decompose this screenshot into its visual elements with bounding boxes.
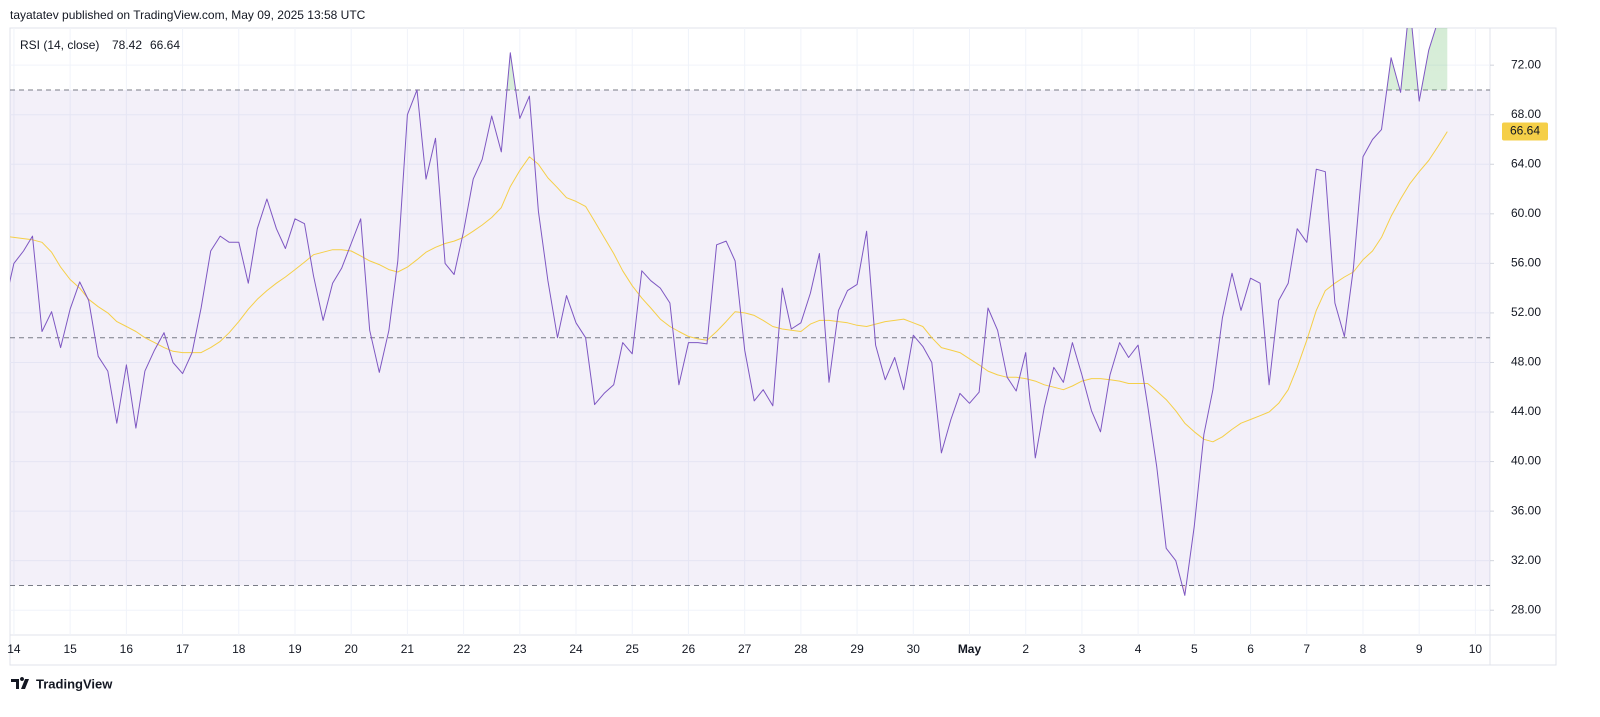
- x-tick-label: 17: [176, 642, 190, 656]
- x-tick-label: 22: [457, 642, 471, 656]
- y-tick-label: 36.00: [1511, 503, 1541, 517]
- x-tick-label: 15: [63, 642, 77, 656]
- legend-name: RSI (14, close): [20, 38, 99, 52]
- y-tick-label: 48.00: [1511, 355, 1541, 369]
- y-tick-label: 64.00: [1511, 156, 1541, 170]
- x-tick-label: 8: [1360, 642, 1367, 656]
- last-value-label: 66.64: [1510, 124, 1540, 138]
- y-tick-label: 32.00: [1511, 553, 1541, 567]
- pane-border: [9, 27, 1557, 666]
- rsi-line: [10, 28, 1437, 596]
- y-tick-label: 44.00: [1511, 404, 1541, 418]
- x-tick-label: 3: [1079, 642, 1086, 656]
- x-tick-label: 26: [682, 642, 696, 656]
- y-tick-label: 60.00: [1511, 206, 1541, 220]
- x-tick-label: 10: [1469, 642, 1483, 656]
- brand: TradingView: [11, 676, 113, 691]
- y-tick-label: 68.00: [1511, 107, 1541, 121]
- brand-logo: [11, 677, 29, 689]
- axes: 28.00 32.00 36.00 40.00 44.00 48.00 52.00 56.00…: [7, 57, 1548, 656]
- legend: RSI (14, close) 78.42 66.64: [20, 38, 180, 52]
- x-tick-label: May: [958, 642, 982, 656]
- published-header: tayatatev published on TradingView.com, …: [10, 8, 366, 22]
- x-tick-label: 5: [1191, 642, 1198, 656]
- y-tick-label: 56.00: [1511, 256, 1541, 270]
- x-tick-label: 6: [1247, 642, 1254, 656]
- x-tick-label: 7: [1303, 642, 1310, 656]
- x-tick-label: 9: [1416, 642, 1423, 656]
- bands: [10, 89, 1490, 586]
- x-tick-label: 18: [232, 642, 246, 656]
- x-tick-label: 30: [907, 642, 921, 656]
- x-tick-label: 19: [288, 642, 302, 656]
- x-tick-label: 4: [1135, 642, 1142, 656]
- last-value-badge: [1502, 122, 1548, 141]
- x-tick-label: 29: [850, 642, 864, 656]
- grid: [10, 28, 1490, 635]
- legend-rsi-value: 78.42: [112, 38, 142, 52]
- x-tick-label: 20: [345, 642, 359, 656]
- rsi-ma-line: [10, 131, 1448, 443]
- x-tick-label: 24: [569, 642, 583, 656]
- x-tick-label: 27: [738, 642, 752, 656]
- plot: [10, 28, 1448, 596]
- legend-ma-value: 66.64: [150, 38, 180, 52]
- x-tick-label: 23: [513, 642, 527, 656]
- x-tick-label: 14: [7, 642, 21, 656]
- x-tick-label: 21: [401, 642, 415, 656]
- x-tick-label: 2: [1022, 642, 1029, 656]
- x-tick-label: 25: [626, 642, 640, 656]
- y-tick-label: 28.00: [1511, 602, 1541, 616]
- brand-name: TradingView: [36, 676, 113, 691]
- y-tick-label: 72.00: [1511, 57, 1541, 71]
- y-tick-label: 52.00: [1511, 305, 1541, 319]
- x-tick-label: 28: [794, 642, 808, 656]
- x-tick-label: 16: [120, 642, 134, 656]
- y-tick-label: 40.00: [1511, 454, 1541, 468]
